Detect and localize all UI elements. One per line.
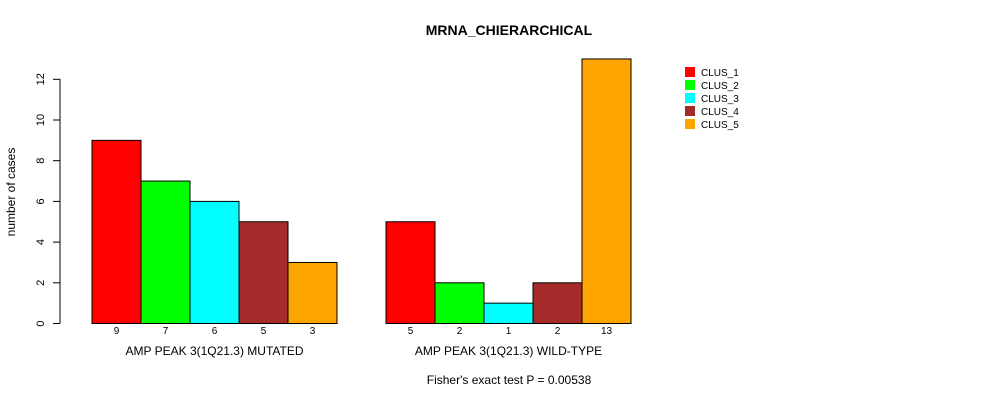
bar-group1-clus-2 xyxy=(140,180,191,324)
bar-group2-clus-5 xyxy=(581,58,632,324)
y-tick-label: 8 xyxy=(35,158,47,164)
group-label-2: AMP PEAK 3(1Q21.3) WILD-TYPE xyxy=(415,344,602,358)
bar-count-label: 2 xyxy=(457,326,463,337)
bar-count-label: 5 xyxy=(408,326,414,337)
legend-label: CLUS_5 xyxy=(701,120,739,131)
bar-group2-clus-1 xyxy=(385,221,436,324)
legend-swatch-clus-4 xyxy=(685,106,695,116)
y-axis: 0 2 4 6 8 10 12 xyxy=(35,73,61,327)
group-labels: AMP PEAK 3(1Q21.3) MUTATED AMP PEAK 3(1Q2… xyxy=(125,344,602,358)
legend-swatch-clus-3 xyxy=(685,93,695,103)
y-tick-label: 6 xyxy=(35,198,47,204)
y-axis-label: number of cases xyxy=(4,148,18,237)
y-tick-label: 12 xyxy=(35,73,47,85)
bar-group1-clus-4 xyxy=(238,221,289,324)
y-tick-label: 2 xyxy=(35,280,47,286)
bar-group1-clus-1 xyxy=(91,139,142,324)
bar-count-label: 9 xyxy=(114,326,120,337)
bar-group2-clus-3 xyxy=(483,302,534,324)
bar-count-label: 3 xyxy=(310,326,316,337)
bar-count-label: 13 xyxy=(601,326,613,337)
bars: 9 7 6 5 3 5 2 1 2 13 xyxy=(91,58,632,337)
group-label-1: AMP PEAK 3(1Q21.3) MUTATED xyxy=(125,344,303,358)
legend-label: CLUS_2 xyxy=(701,81,739,92)
y-tick-label: 0 xyxy=(35,320,47,326)
legend-label: CLUS_1 xyxy=(701,68,739,79)
fisher-test-footnote: Fisher's exact test P = 0.00538 xyxy=(427,373,592,387)
bar-count-label: 6 xyxy=(212,326,218,337)
bar-group1-clus-3 xyxy=(189,200,240,324)
legend: CLUS_1 CLUS_2 CLUS_3 CLUS_4 CLUS_5 xyxy=(685,67,739,131)
chart-title: MRNA_CHIERARCHICAL xyxy=(426,22,593,38)
bar-group2-clus-4 xyxy=(532,282,583,324)
legend-label: CLUS_4 xyxy=(701,107,739,118)
bar-group1-clus-5 xyxy=(287,261,338,325)
bar-group2-clus-2 xyxy=(434,282,485,324)
bar-count-label: 2 xyxy=(555,326,561,337)
y-tick-label: 10 xyxy=(35,114,47,126)
bar-count-label: 1 xyxy=(506,326,512,337)
bar-count-label: 7 xyxy=(163,326,169,337)
y-tick-label: 4 xyxy=(35,239,47,245)
legend-swatch-clus-5 xyxy=(685,119,695,129)
legend-swatch-clus-2 xyxy=(685,80,695,90)
legend-swatch-clus-1 xyxy=(685,67,695,77)
bar-count-label: 5 xyxy=(261,326,267,337)
legend-label: CLUS_3 xyxy=(701,94,739,105)
